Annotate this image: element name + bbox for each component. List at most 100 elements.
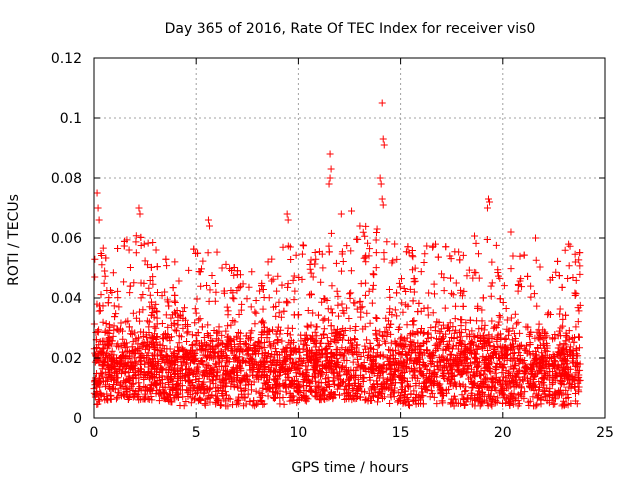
- data-point: [140, 354, 148, 362]
- data-point: [540, 381, 548, 389]
- data-point: [248, 268, 256, 276]
- data-point: [104, 341, 112, 349]
- data-point: [369, 383, 377, 391]
- data-point: [469, 274, 477, 282]
- data-point: [94, 390, 102, 398]
- plot-frame: [93, 57, 606, 419]
- data-point: [222, 352, 230, 360]
- data-point: [485, 331, 493, 339]
- data-point: [409, 253, 417, 261]
- data-point: [162, 311, 170, 319]
- data-point: [576, 360, 584, 368]
- data-point: [222, 343, 230, 351]
- data-point: [107, 351, 115, 359]
- data-point: [153, 361, 161, 369]
- data-point: [126, 289, 134, 297]
- data-point: [567, 399, 575, 407]
- data-point: [137, 242, 145, 250]
- data-point: [409, 330, 417, 338]
- data-point: [576, 270, 584, 278]
- data-point: [499, 399, 507, 407]
- data-point: [150, 344, 158, 352]
- data-point: [265, 375, 273, 383]
- data-point: [382, 314, 390, 322]
- data-point: [309, 273, 317, 281]
- data-point: [430, 280, 438, 288]
- data-point: [159, 355, 167, 363]
- data-point: [441, 304, 449, 312]
- data-point: [438, 397, 446, 405]
- data-point: [135, 204, 143, 212]
- data-point: [511, 373, 519, 381]
- data-point: [436, 329, 444, 337]
- data-point: [273, 287, 281, 295]
- data-point: [507, 228, 515, 236]
- data-point: [559, 356, 567, 364]
- data-point: [212, 288, 220, 296]
- data-point: [457, 400, 465, 408]
- data-point: [512, 361, 520, 369]
- data-point: [295, 364, 303, 372]
- data-point: [536, 333, 544, 341]
- data-point: [373, 225, 381, 233]
- data-point: [94, 204, 102, 212]
- data-point: [173, 343, 181, 351]
- data-point: [294, 383, 302, 391]
- data-point: [509, 252, 517, 260]
- data-point: [369, 285, 377, 293]
- data-point: [361, 388, 369, 396]
- data-point: [305, 291, 313, 299]
- data-point: [396, 372, 404, 380]
- data-point: [110, 326, 118, 334]
- data-point: [249, 371, 257, 379]
- data-point: [456, 340, 464, 348]
- data-point: [427, 360, 435, 368]
- data-point: [554, 257, 562, 265]
- data-point: [261, 363, 269, 371]
- data-point: [423, 338, 431, 346]
- data-point: [339, 378, 347, 386]
- data-point: [126, 352, 134, 360]
- data-point: [250, 397, 258, 405]
- data-point: [228, 367, 236, 375]
- data-point: [257, 397, 265, 405]
- data-point: [303, 341, 311, 349]
- data-point: [386, 400, 394, 408]
- data-point: [423, 346, 431, 354]
- data-point: [115, 303, 123, 311]
- data-point: [190, 384, 198, 392]
- data-point: [117, 325, 125, 333]
- data-point: [214, 396, 222, 404]
- data-point: [565, 327, 573, 335]
- data-point: [412, 357, 420, 365]
- data-point: [152, 246, 160, 254]
- data-point: [318, 250, 326, 258]
- data-point: [213, 248, 221, 256]
- y-tick-label: 0.04: [51, 291, 82, 307]
- data-point: [119, 365, 127, 373]
- data-point: [520, 370, 528, 378]
- data-point: [540, 344, 548, 352]
- data-point: [302, 362, 310, 370]
- data-point: [424, 304, 432, 312]
- data-point: [149, 273, 157, 281]
- data-point: [108, 347, 116, 355]
- data-point: [334, 372, 342, 380]
- data-point: [499, 299, 507, 307]
- data-point: [259, 400, 267, 408]
- data-point: [340, 331, 348, 339]
- data-point: [309, 309, 317, 317]
- data-point: [383, 383, 391, 391]
- data-point: [357, 308, 365, 316]
- data-point: [113, 368, 121, 376]
- data-point: [378, 99, 386, 107]
- data-point: [520, 251, 528, 259]
- data-point: [556, 378, 564, 386]
- data-point: [281, 357, 289, 365]
- data-point: [175, 339, 183, 347]
- data-point: [173, 385, 181, 393]
- data-point: [523, 349, 531, 357]
- data-point: [343, 347, 351, 355]
- data-point: [339, 325, 347, 333]
- data-point: [137, 233, 145, 241]
